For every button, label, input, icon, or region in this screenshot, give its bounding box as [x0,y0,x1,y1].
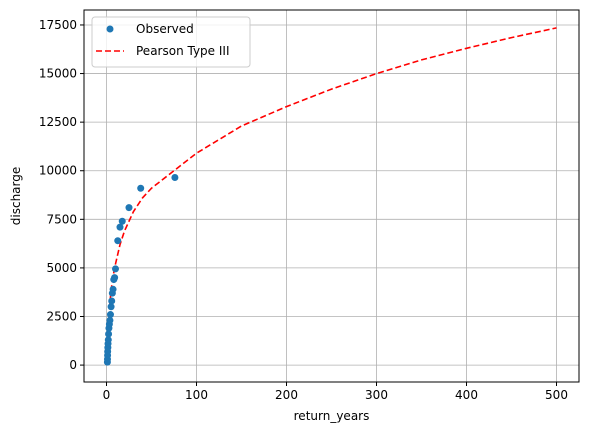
observed-point [171,174,179,182]
observed-point [137,184,145,192]
observed-point [104,336,112,344]
y-tick-label: 2500 [46,310,77,324]
legend-label-observed: Observed [136,22,194,36]
x-tick-label: 0 [103,388,111,402]
y-axis-label: discharge [9,167,23,225]
observed-point [109,285,117,293]
y-tick-label: 15000 [39,67,77,81]
y-tick-label: 5000 [46,261,77,275]
y-tick-label: 12500 [39,115,77,129]
plot-frame [83,9,580,383]
observed-point [125,204,133,212]
legend-box [91,16,251,68]
observed-point [106,311,114,319]
observed-point [111,274,119,282]
observed-point [116,223,124,231]
legend-marker-observed [106,25,114,33]
legend: Observed Pearson Type III [91,16,251,68]
observed-point [112,265,119,273]
x-tick-label: 400 [455,388,478,402]
x-tick-label: 500 [545,388,568,402]
x-axis-label: return_years [294,409,370,423]
observed-point [106,316,114,324]
x-tick-label: 100 [185,388,208,402]
observed-point [107,303,115,311]
observed-point [108,297,116,305]
ticks: 0 100 200 300 400 500025005000750010000125001… [39,18,568,402]
observed-point [118,217,126,225]
grid [84,10,579,382]
legend-label-pearson: Pearson Type III [136,44,230,58]
y-tick-label: 17500 [39,18,77,32]
series-layer [103,27,557,366]
x-tick-label: 200 [275,388,298,402]
y-tick-label: 7500 [46,212,77,226]
x-tick-label: 300 [365,388,388,402]
y-tick-label: 0 [69,358,77,372]
y-tick-label: 10000 [39,164,77,178]
observed-point [114,237,122,245]
observed-point [105,330,113,338]
